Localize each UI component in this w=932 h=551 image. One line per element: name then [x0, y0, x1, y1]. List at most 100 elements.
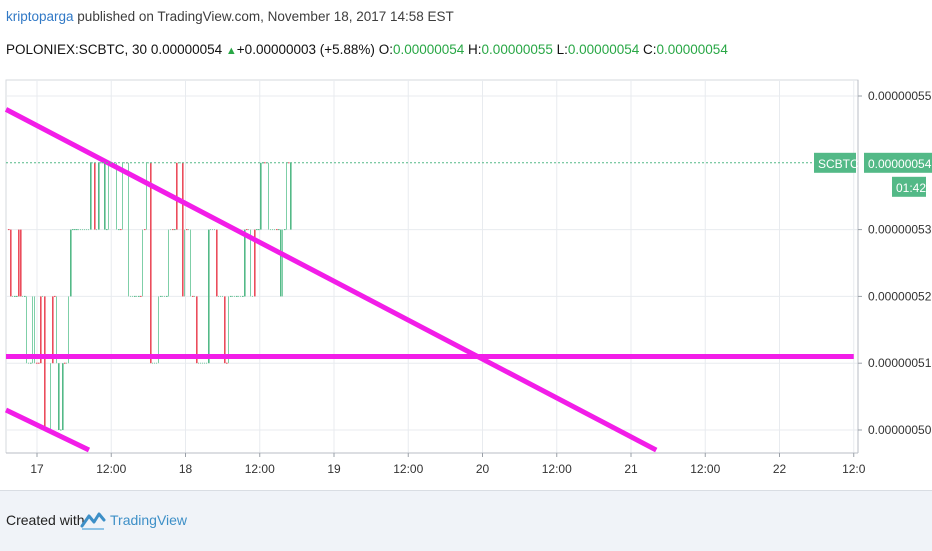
y-tick-label: 0.00000051 — [868, 356, 932, 370]
candle — [98, 162, 100, 230]
x-tick-label: 22 — [773, 462, 787, 476]
candle — [82, 229, 83, 231]
candle — [286, 162, 287, 230]
candle — [144, 229, 146, 231]
candle — [10, 229, 12, 297]
candle — [142, 229, 143, 297]
candle — [222, 295, 223, 297]
candle — [188, 229, 189, 231]
candle — [202, 362, 203, 364]
candle — [282, 229, 283, 297]
last-price: 0.00000054 — [150, 42, 223, 57]
candle — [288, 162, 290, 164]
candle — [280, 229, 282, 297]
candle — [66, 362, 67, 364]
candle — [30, 362, 32, 364]
last-price-badge — [864, 152, 932, 173]
chart-header: kriptoparga published on TradingView.com… — [0, 0, 932, 66]
candle — [72, 229, 74, 231]
candle — [130, 295, 131, 297]
candle — [36, 362, 38, 364]
open-label: O: — [378, 42, 393, 57]
candle — [232, 295, 233, 297]
candle — [100, 162, 102, 164]
candle — [24, 295, 26, 297]
x-tick-label: 12:00 — [393, 462, 423, 476]
candle — [16, 295, 18, 297]
candle — [172, 229, 174, 231]
symbol-label[interactable]: POLONIEX:SCBTC, 30 — [6, 42, 148, 57]
candle — [220, 295, 221, 297]
tradingview-brand[interactable]: TradingView — [110, 512, 188, 528]
candle — [160, 295, 162, 297]
candle — [200, 362, 201, 364]
candle — [12, 295, 13, 297]
candle — [268, 162, 269, 230]
candle — [62, 363, 64, 430]
ohlc-legend: POLONIEX:SCBTC, 30 0.00000054 ▲+0.000000… — [6, 42, 728, 57]
candle — [224, 296, 226, 364]
candle — [88, 229, 89, 231]
candle — [120, 229, 122, 231]
candle — [174, 229, 176, 231]
low-value: 0.00000054 — [567, 42, 640, 57]
price-change: +0.00000003 (+5.88%) — [236, 42, 375, 57]
candle — [140, 295, 142, 297]
x-tick-label: 17 — [30, 462, 44, 476]
candle — [74, 229, 76, 231]
candle — [254, 229, 256, 297]
candle — [248, 229, 249, 231]
candle — [26, 296, 27, 364]
author-link[interactable]: kriptoparga — [6, 9, 74, 24]
y-tick-label: 0.00000052 — [868, 289, 932, 303]
candle — [210, 229, 211, 231]
x-tick-label: 12:00 — [96, 462, 126, 476]
tradingview-logo-icon[interactable] — [80, 507, 106, 533]
candle — [42, 295, 43, 297]
y-tick-label: 0.00000055 — [868, 89, 932, 103]
candle — [70, 229, 72, 297]
candle — [76, 229, 78, 231]
candle — [182, 162, 184, 297]
candle — [34, 296, 35, 364]
candle — [252, 295, 253, 297]
candle — [234, 295, 235, 297]
candle — [96, 229, 97, 231]
symbol-badge — [814, 152, 856, 173]
price-chart[interactable]: 0.00000055 0.00000053 0.00000052 0.00000051… — [0, 74, 932, 490]
x-tick-label: 19 — [327, 462, 341, 476]
candle — [128, 162, 129, 297]
x-tick-label: 20 — [476, 462, 490, 476]
candle — [180, 162, 181, 164]
candle — [244, 229, 246, 297]
candle — [150, 162, 152, 364]
candle — [238, 295, 239, 297]
publish-info: kriptoparga published on TradingView.com… — [6, 9, 454, 24]
candle — [38, 362, 40, 364]
candle — [148, 162, 149, 164]
candle — [138, 295, 140, 297]
candle — [14, 295, 16, 297]
x-tick-label: 21 — [624, 462, 638, 476]
up-arrow-icon: ▲ — [225, 45, 237, 57]
candle — [108, 162, 109, 230]
candle — [228, 296, 229, 364]
footer: Created with TradingView — [0, 490, 932, 551]
candle — [158, 296, 159, 364]
candle — [52, 296, 54, 364]
candle — [214, 229, 215, 231]
candle — [40, 296, 42, 364]
candle — [80, 229, 81, 231]
candle — [164, 295, 165, 297]
y-tick-label: 0.00000053 — [868, 223, 932, 237]
candle — [190, 229, 191, 297]
candle — [260, 162, 262, 230]
candle — [192, 295, 194, 297]
x-tick-label: 12:0 — [842, 462, 866, 476]
candle — [196, 296, 198, 364]
candle — [28, 362, 29, 364]
x-tick-label: 12:00 — [245, 462, 275, 476]
candle — [32, 296, 33, 364]
open-value: 0.00000054 — [392, 42, 465, 57]
close-value: 0.00000054 — [656, 42, 728, 57]
